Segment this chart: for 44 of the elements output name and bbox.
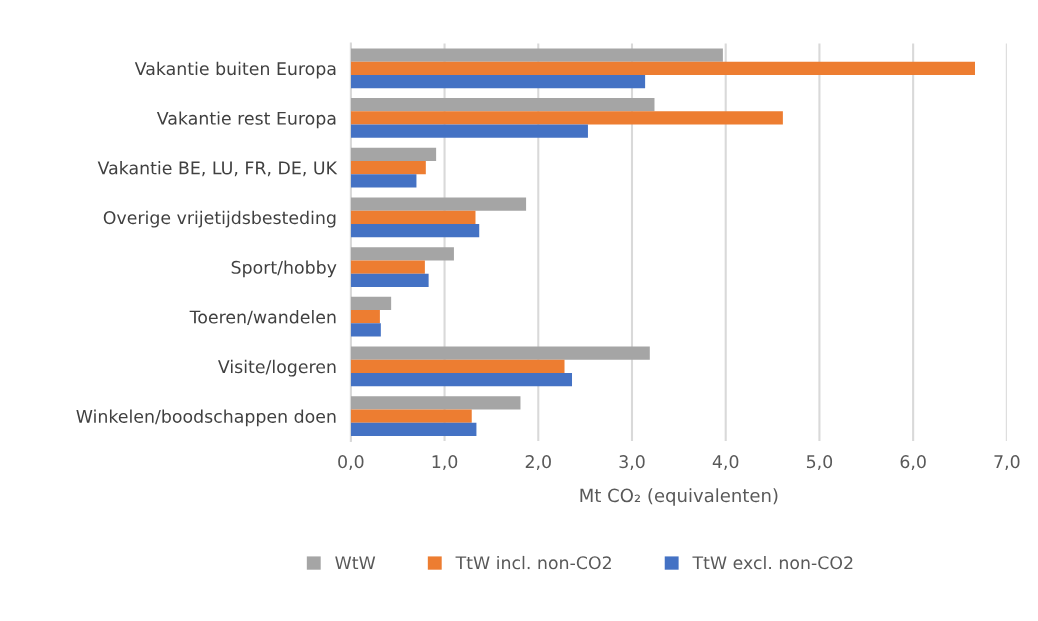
bar [350, 310, 380, 324]
bar [350, 296, 392, 311]
bar [350, 147, 437, 162]
bar [350, 373, 573, 387]
bar [350, 409, 472, 423]
y-tick-label: Vakantie rest Europa [156, 111, 336, 129]
legend-label: WtW [335, 556, 376, 570]
bar [350, 161, 426, 175]
y-tick-label: Sport/hobby [231, 260, 337, 278]
bar [350, 98, 655, 112]
bar [350, 174, 417, 188]
bar [350, 346, 650, 360]
bar [350, 61, 975, 75]
legend-label: TtW incl. non-CO2 [455, 555, 611, 570]
x-axis-title: Mt CO₂ (equivalenten) [580, 488, 778, 506]
bar [350, 111, 783, 125]
y-tick-label: Toeren/wandelen [189, 310, 336, 325]
y-tick-label: Overige vrijetijdsbesteding [103, 210, 336, 228]
bar [350, 323, 381, 337]
bar [350, 422, 477, 436]
bar [350, 48, 723, 62]
y-tick-label: Vakantie BE, LU, FR, DE, UK [97, 161, 338, 177]
x-tick-label: 6,0 [900, 455, 926, 471]
y-tick-label: Vakantie buiten Europa [134, 61, 336, 79]
x-tick-label: 1,0 [432, 455, 458, 471]
x-tick-label: 5,0 [806, 455, 833, 471]
x-tick-label: 4,0 [712, 455, 739, 471]
bar [350, 396, 521, 410]
bar [350, 359, 565, 374]
x-tick-label: 2,0 [525, 455, 551, 471]
y-tick-label: Visite/logeren [218, 359, 336, 377]
bar [350, 223, 480, 238]
x-tick-label: 0,0 [338, 455, 364, 471]
bar [350, 197, 527, 211]
x-tick-label: 7,0 [994, 455, 1020, 471]
y-tick-label: Winkelen/boodschappen doen [76, 409, 336, 427]
bar [350, 74, 646, 89]
bar [350, 247, 454, 261]
bar [350, 260, 425, 274]
bar [350, 273, 429, 287]
x-tick-label: 3,0 [619, 455, 645, 471]
legend-label: TtW excl. non-CO2 [692, 555, 853, 570]
bar [350, 210, 476, 224]
bar [350, 124, 588, 138]
